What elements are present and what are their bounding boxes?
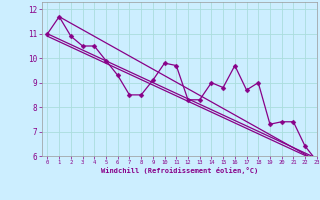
X-axis label: Windchill (Refroidissement éolien,°C): Windchill (Refroidissement éolien,°C) [100,167,258,174]
